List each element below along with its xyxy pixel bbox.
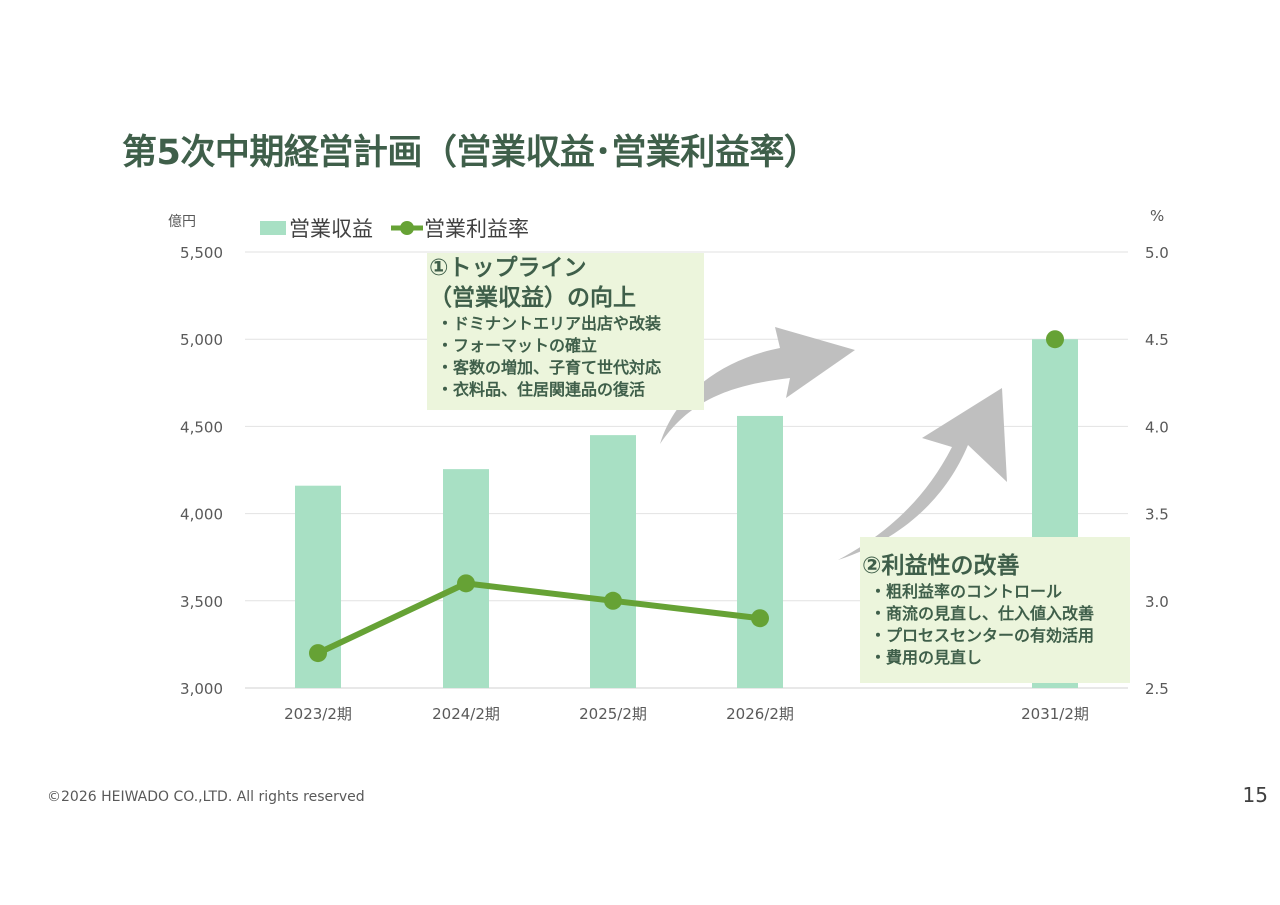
right-tick-label: 4.5 xyxy=(1145,331,1169,349)
callout-topline-item: 衣料品、住居関連品の復活 xyxy=(437,379,704,401)
profit-margin-point xyxy=(1046,330,1064,349)
copyright-footer: ©2026 HEIWADO CO.,LTD. All rights reserv… xyxy=(47,789,365,805)
profit-margin-point xyxy=(309,644,327,663)
left-tick-label: 5,500 xyxy=(180,244,223,262)
callout-profitability-heading: ②利益性の改善 xyxy=(862,553,1020,579)
profit-margin-line xyxy=(316,580,761,656)
x-tick-label: 2024/2期 xyxy=(432,705,500,723)
growth-arrow-icon xyxy=(660,327,855,444)
page-title: 第5次中期経営計画（営業収益･営業利益率） xyxy=(122,133,819,173)
right-axis-unit-label: % xyxy=(1150,207,1164,225)
right-tick-label: 3.0 xyxy=(1145,593,1169,611)
left-tick-label: 5,000 xyxy=(180,331,223,349)
left-tick-label: 4,500 xyxy=(180,418,223,436)
profit-margin-point xyxy=(457,574,475,593)
legend-swatch-margin-point xyxy=(400,221,414,235)
revenue-bar xyxy=(590,435,636,688)
right-tick-label: 4.0 xyxy=(1145,418,1169,436)
profit-margin-point xyxy=(604,591,622,610)
page-number: 15 xyxy=(1242,783,1268,807)
callout-profitability-item: 粗利益率のコントロール xyxy=(870,581,1130,603)
x-tick-label: 2023/2期 xyxy=(284,705,352,723)
callout-profitability-item: 商流の見直し、仕入値入改善 xyxy=(870,603,1130,625)
growth-arrow-icon xyxy=(838,388,1007,560)
callout-topline: ①トップライン （営業収益）の向上 ドミナントエリア出店や改装 フォーマットの確… xyxy=(427,253,704,410)
x-tick-label: 2026/2期 xyxy=(726,705,794,723)
right-tick-label: 5.0 xyxy=(1145,244,1169,262)
callout-topline-item: ドミナントエリア出店や改装 xyxy=(437,313,704,335)
legend-label-margin: 営業利益率 xyxy=(424,217,529,241)
revenue-bar xyxy=(737,415,783,688)
callout-profitability-item: プロセスセンターの有効活用 xyxy=(870,625,1130,647)
profit-margin-point xyxy=(751,609,769,628)
x-tick-label: 2031/2期 xyxy=(1021,705,1089,723)
left-axis-unit-label: 億円 xyxy=(168,214,196,230)
callout-profitability: ②利益性の改善 粗利益率のコントロール 商流の見直し、仕入値入改善 プロセスセン… xyxy=(860,537,1130,683)
x-tick-label: 2025/2期 xyxy=(579,705,647,723)
right-tick-label: 3.5 xyxy=(1145,506,1169,524)
callout-topline-item: 客数の増加、子育て世代対応 xyxy=(437,357,704,379)
left-tick-label: 3,500 xyxy=(180,593,223,611)
callout-profitability-item: 費用の見直し xyxy=(870,647,1130,669)
right-tick-label: 2.5 xyxy=(1145,680,1169,698)
legend-label-revenue: 営業収益 xyxy=(289,217,373,241)
callout-topline-heading-2: （営業収益）の向上 xyxy=(429,285,636,311)
left-tick-label: 3,000 xyxy=(180,680,223,698)
callout-topline-item: フォーマットの確立 xyxy=(437,335,704,357)
left-tick-label: 4,000 xyxy=(180,506,223,524)
legend-swatch-revenue xyxy=(260,221,286,235)
callout-topline-heading-1: ①トップライン xyxy=(429,255,587,281)
